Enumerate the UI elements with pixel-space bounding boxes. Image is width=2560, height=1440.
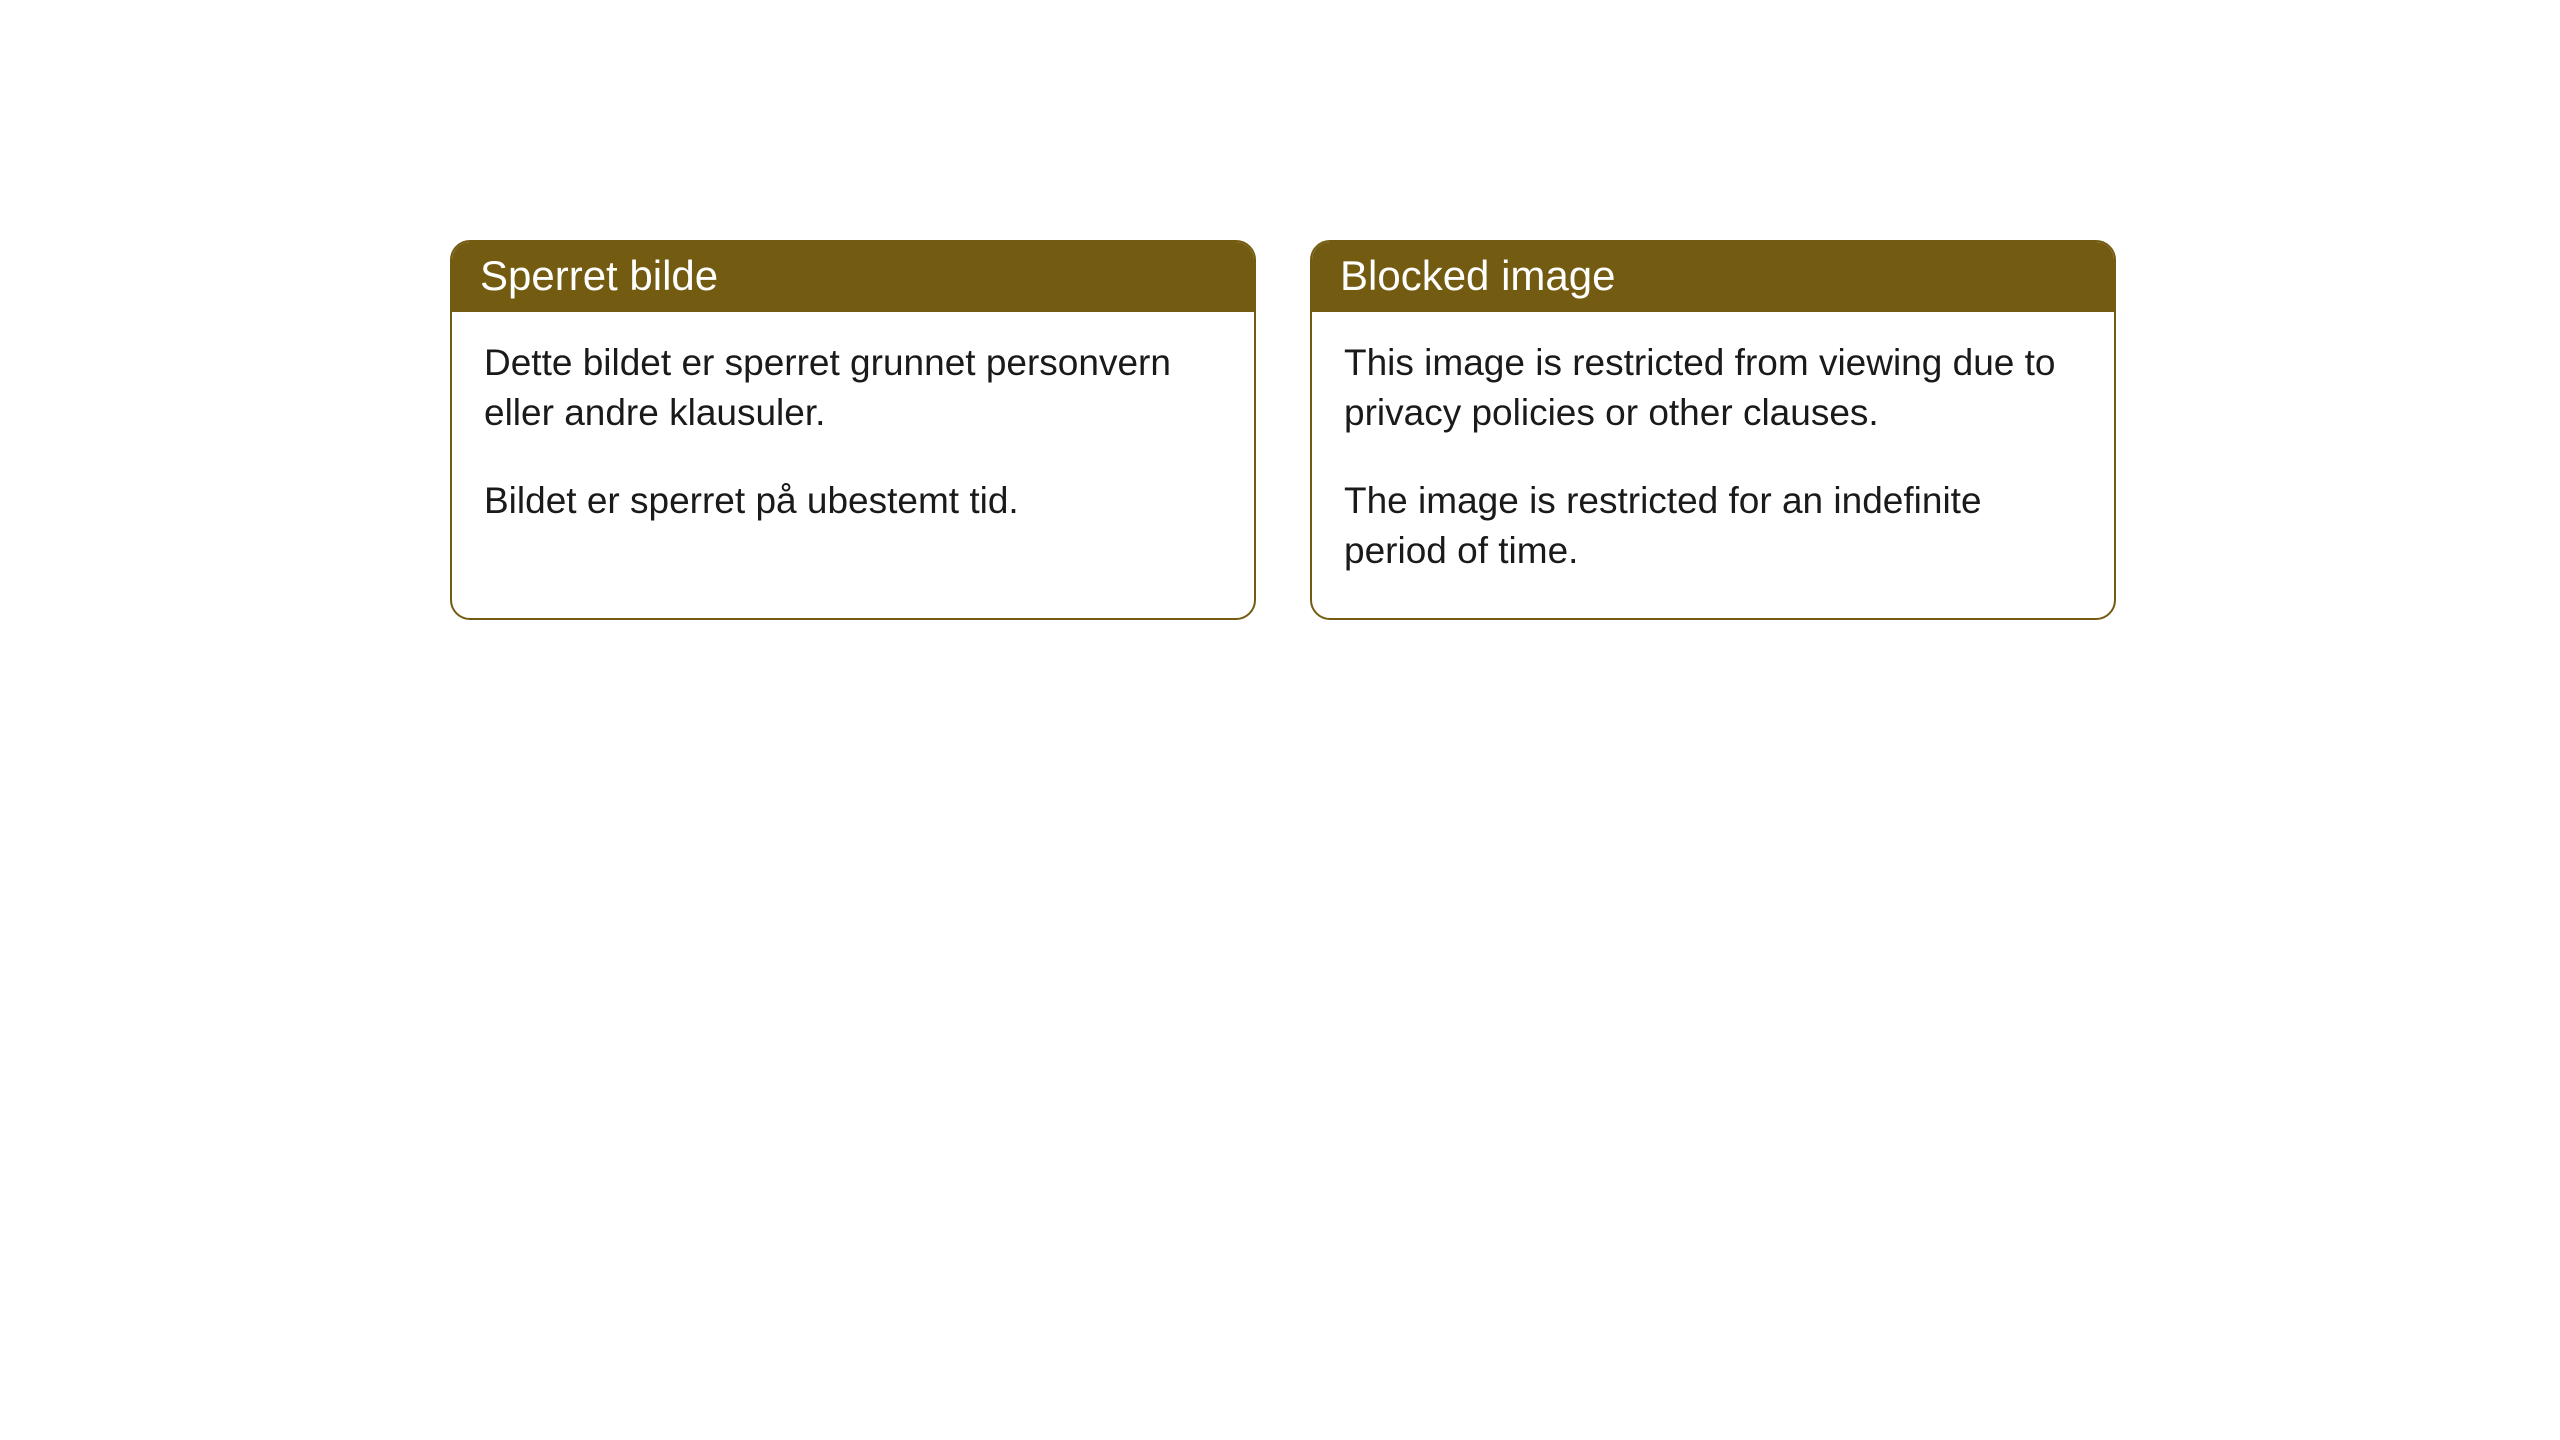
card-paragraph: Bildet er sperret på ubestemt tid.: [484, 476, 1222, 526]
notice-card-english: Blocked image This image is restricted f…: [1310, 240, 2116, 620]
notice-cards-container: Sperret bilde Dette bildet er sperret gr…: [0, 0, 2560, 620]
card-body: Dette bildet er sperret grunnet personve…: [452, 312, 1254, 568]
card-paragraph: The image is restricted for an indefinit…: [1344, 476, 2082, 576]
card-title: Sperret bilde: [452, 242, 1254, 312]
card-paragraph: This image is restricted from viewing du…: [1344, 338, 2082, 438]
notice-card-norwegian: Sperret bilde Dette bildet er sperret gr…: [450, 240, 1256, 620]
card-body: This image is restricted from viewing du…: [1312, 312, 2114, 618]
card-title: Blocked image: [1312, 242, 2114, 312]
card-paragraph: Dette bildet er sperret grunnet personve…: [484, 338, 1222, 438]
